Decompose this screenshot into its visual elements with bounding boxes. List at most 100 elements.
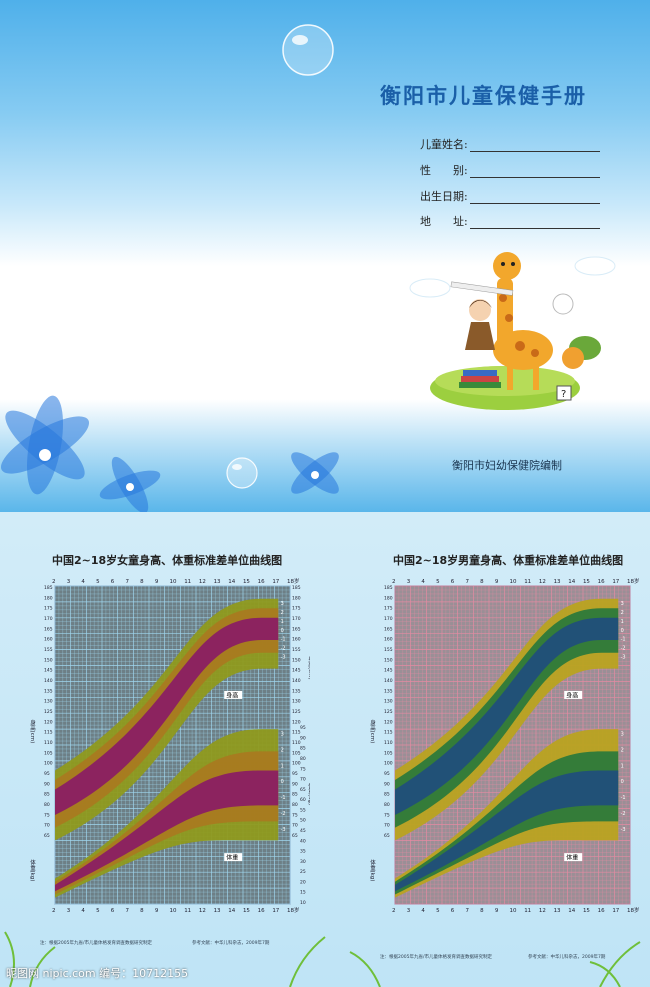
height-tick-label: 85 [384, 792, 390, 798]
field-birth-date: 出生日期: [420, 188, 600, 204]
height-tick-label: 115 [384, 730, 393, 736]
bubble-decoration [226, 457, 258, 489]
height-tick-label: 90 [44, 781, 50, 787]
height-tick-label: 170 [44, 616, 53, 622]
height-tick-label: 115 [44, 730, 53, 736]
height-tick-label: 75 [44, 812, 50, 818]
x-tick-label: 3 [67, 908, 71, 914]
height-tick-label: 65 [384, 833, 390, 839]
height-tick-label: 135 [292, 688, 301, 694]
weight-tick-label: 65 [300, 787, 306, 793]
height-tick-label: 145 [384, 668, 393, 674]
weight-tick-label: 80 [300, 756, 306, 762]
height-tick-label: 130 [292, 699, 301, 705]
x-tick-label: 16 [598, 579, 605, 585]
x-tick-label: 18岁 [627, 906, 640, 914]
sd-label: 2 [281, 747, 284, 753]
height-tick-label: 145 [44, 668, 53, 674]
x-tick-label: 7 [465, 908, 469, 914]
sd-label: 2 [621, 610, 624, 616]
sd-label: -2 [621, 646, 626, 652]
sd-label: 1 [621, 619, 624, 625]
sd-label: 0 [621, 779, 624, 785]
weight-tick-label: 50 [300, 818, 306, 824]
svg-text:?: ? [561, 389, 566, 400]
giraffe-child-illustration: ? [409, 252, 616, 410]
x-tick-label: 6 [451, 579, 455, 585]
weight-tick-label: 90 [300, 735, 306, 741]
height-tick-label: 140 [292, 678, 301, 684]
x-tick-label: 9 [495, 579, 499, 585]
height-tick-label: 75 [384, 812, 390, 818]
height-tag-box [564, 690, 583, 699]
height-tick-label: 95 [292, 771, 298, 777]
height-tick-label: 160 [44, 637, 53, 643]
height-tick-label: 85 [292, 792, 298, 798]
x-tick-label: 16 [598, 908, 605, 914]
weight-tag: 体重 [566, 854, 578, 862]
height-tick-label: 110 [384, 740, 393, 746]
sd-label: -2 [621, 811, 626, 817]
x-tick-label: 18岁 [627, 577, 640, 585]
x-tick-label: 11 [524, 908, 531, 914]
x-tick-label: 17 [612, 908, 619, 914]
height-tick-label: 155 [384, 647, 393, 653]
x-tick-label: 4 [81, 579, 85, 585]
girls-growth-chart: 33221100-1-1-2-2-3-3身高体重2233445566778899… [30, 577, 310, 914]
x-tick-label: 8 [140, 908, 144, 914]
height-tick-label: 155 [292, 647, 301, 653]
height-tick-label: 125 [44, 709, 53, 715]
x-tick-label: 5 [96, 579, 100, 585]
x-tick-label: 10 [170, 908, 177, 914]
height-tick-label: 155 [44, 647, 53, 653]
x-tick-label: 14 [228, 579, 235, 585]
height-tick-label: 150 [384, 657, 393, 663]
boys-growth-chart: 33221100-1-1-2-2-3-3身高体重2233445566778899… [370, 577, 640, 914]
x-tick-label: 18岁 [287, 577, 300, 585]
sd-label: -3 [621, 827, 626, 833]
weight-tick-label: 95 [300, 725, 306, 731]
sd-label: -1 [281, 637, 286, 643]
x-tick-label: 4 [421, 579, 425, 585]
height-tick-label: 65 [44, 833, 50, 839]
x-tick-label: 13 [554, 908, 561, 914]
x-tick-label: 8 [480, 579, 484, 585]
x-tick-label: 12 [539, 908, 546, 914]
x-tick-label: 3 [67, 579, 71, 585]
x-tick-label: 3 [407, 579, 411, 585]
height-tick-label: 165 [384, 626, 393, 632]
x-tick-label: 7 [125, 908, 129, 914]
height-tick-label: 105 [384, 750, 393, 756]
sd-label: 0 [621, 628, 624, 634]
weight-tag-box [564, 853, 583, 862]
height-axis-label-right: 身高(cm) [307, 655, 310, 680]
field-gender: 性 别: [420, 162, 600, 178]
height-tick-label: 110 [44, 740, 53, 746]
weight-tick-label: 55 [300, 807, 306, 813]
x-tick-label: 15 [243, 579, 250, 585]
height-tick-label: 180 [292, 595, 301, 601]
height-tick-label: 165 [292, 626, 301, 632]
height-tick-label: 185 [292, 585, 301, 591]
sd-label: -1 [621, 795, 626, 801]
sd-label: -2 [281, 646, 286, 652]
x-tick-label: 6 [451, 908, 455, 914]
weight-axis-label-right: 体重(kg) [307, 782, 310, 805]
growth-charts-page: 中国2~18岁女童身高、体重标准差单位曲线图 中国2~18岁男童身高、体重标准差… [0, 512, 650, 987]
height-tick-label: 140 [44, 678, 53, 684]
boys-chart-reference: 参考文献：中华儿科杂志，2009年7期 [528, 955, 606, 960]
handbook-cover: 衡阳市儿童保健手册 儿童姓名: 性 别: 出生日期: 地 址: ? [0, 0, 650, 512]
girls-chart-note: 注：根据2005年九省/市儿童体格发育调查数据研究制定 [40, 941, 152, 946]
height-tick-label: 95 [44, 771, 50, 777]
height-tag: 身高 [566, 691, 578, 699]
height-tick-label: 175 [44, 606, 53, 612]
height-tick-label: 100 [292, 761, 301, 767]
height-tick-label: 130 [44, 699, 53, 705]
x-tick-label: 9 [155, 908, 159, 914]
height-tick-label: 150 [44, 657, 53, 663]
height-tick-label: 115 [292, 730, 301, 736]
height-tick-label: 90 [384, 781, 390, 787]
x-tick-label: 8 [140, 579, 144, 585]
boys-chart-note: 注：根据2005年九省/市儿童体格发育调查数据研究制定 [380, 955, 492, 960]
x-tick-label: 8 [480, 908, 484, 914]
